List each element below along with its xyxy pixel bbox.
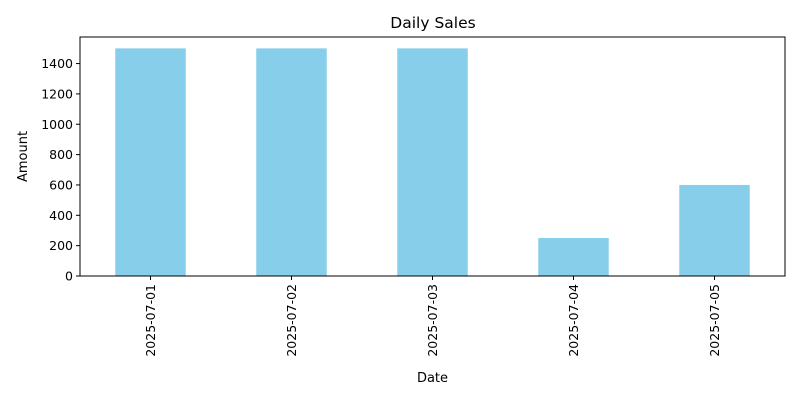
y-tick-label: 0 (65, 269, 73, 284)
y-axis: 0 200 400 600 800 1000 1200 1400 (41, 56, 80, 284)
y-tick-label: 1400 (41, 56, 73, 71)
y-tick-label: 600 (49, 177, 73, 192)
x-tick-label: 2025-07-04 (566, 284, 581, 357)
x-tick-label: 2025-07-03 (425, 284, 440, 357)
y-tick-label: 400 (49, 208, 73, 223)
x-tick-label: 2025-07-05 (707, 284, 722, 357)
bar-2025-07-05 (679, 184, 750, 276)
plot-frame (79, 36, 786, 277)
x-tick-label: 2025-07-01 (143, 284, 158, 357)
x-axis-title: Date (417, 371, 448, 386)
x-axis: 2025-07-01 2025-07-02 2025-07-03 2025-07-04… (143, 276, 722, 357)
y-tick-label: 1200 (41, 86, 73, 101)
y-axis-title: Amount (16, 131, 31, 182)
y-tick-label: 1000 (41, 117, 73, 132)
bar-2025-07-04 (538, 238, 609, 276)
x-tick-label: 2025-07-02 (284, 284, 299, 357)
chart-title: Daily Sales (390, 14, 475, 32)
y-tick-label: 800 (49, 147, 73, 162)
bar-2025-07-03 (397, 48, 468, 276)
bars-layer (115, 48, 750, 276)
bar-2025-07-02 (256, 48, 327, 276)
bar-2025-07-01 (115, 48, 186, 276)
y-tick-label: 200 (49, 238, 73, 253)
